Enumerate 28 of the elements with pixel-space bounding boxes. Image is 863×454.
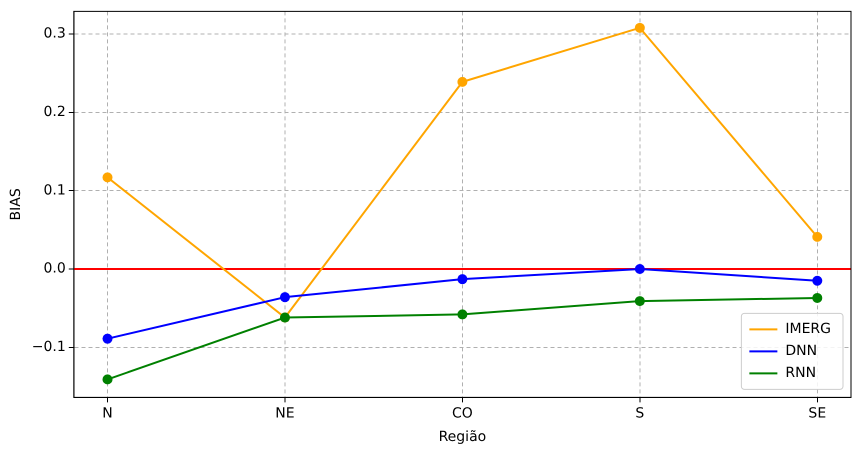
x-tick-label: SE <box>808 405 826 422</box>
y-tick-label: −0.1 <box>32 338 66 355</box>
point <box>812 276 822 286</box>
point <box>457 76 468 87</box>
x-tick-label: S <box>635 405 644 422</box>
point <box>634 22 645 33</box>
y-tick-label: 0.0 <box>44 260 66 277</box>
point <box>812 292 822 303</box>
legend-label: IMERG <box>785 321 832 338</box>
x-tick-label: CO <box>452 405 473 422</box>
y-tick-label: 0.2 <box>44 104 66 120</box>
x-tick-label: N <box>102 405 113 422</box>
y-tick-label: 0.3 <box>44 26 66 42</box>
legend-label: RNN <box>785 365 816 382</box>
y-tick-label: 0.1 <box>44 182 66 198</box>
point <box>102 374 113 384</box>
point <box>634 264 645 274</box>
point <box>812 232 822 242</box>
legend-label: DNN <box>785 343 818 360</box>
point <box>457 309 468 320</box>
y-axis-title: BIAS <box>8 188 24 220</box>
point <box>634 296 645 306</box>
point <box>280 292 290 302</box>
point <box>102 334 113 344</box>
x-axis-title: Região <box>438 429 486 446</box>
point <box>102 172 113 182</box>
x-tick-label: NE <box>275 405 295 422</box>
point <box>457 274 468 284</box>
